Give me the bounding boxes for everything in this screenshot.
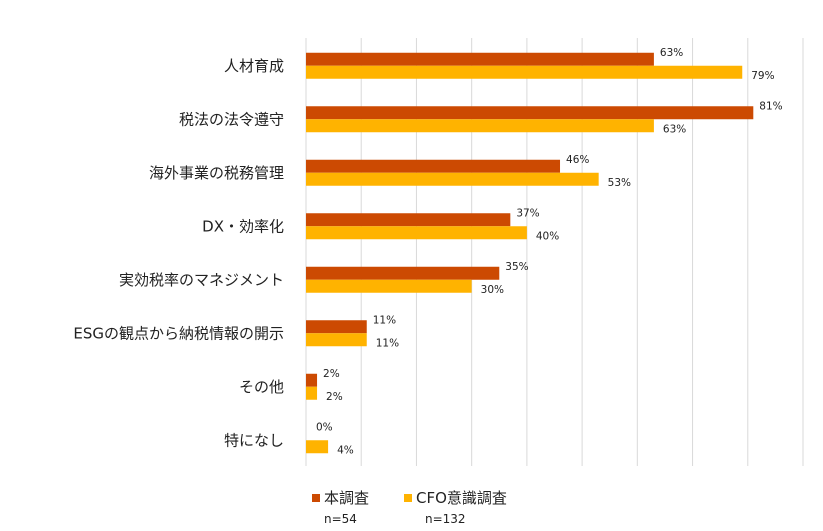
legend-label: 本調査 [324,489,370,507]
data-label: 30% [481,284,504,296]
category-label: その他 [239,378,284,396]
data-label: 2% [323,368,340,380]
bar [306,65,743,79]
bar [306,226,527,240]
category-label: 税法の法令遵守 [179,110,284,128]
bar [306,172,599,186]
data-label: 63% [660,47,683,59]
bar [306,386,318,400]
data-label: 53% [608,177,631,189]
data-label: 46% [566,154,589,166]
data-label: 2% [326,391,343,403]
data-label: 81% [759,100,782,112]
data-label: 4% [337,444,354,456]
category-label: 実効税率のマネジメント [119,271,284,289]
data-label: 11% [376,337,399,349]
data-label: 0% [316,421,333,433]
bar [306,119,654,133]
bar [306,373,318,387]
bar [306,333,367,347]
bar [306,266,500,280]
legend-label: CFO意識調査 [416,489,507,507]
legend-item-0: 本調査 [312,487,369,508]
legend-swatch [312,493,320,502]
category-label: ESGの観点から納税情報の開示 [73,324,284,342]
bar [306,320,367,334]
bar [306,106,754,120]
category-label: 海外事業の税務管理 [149,164,284,182]
data-label: 35% [505,261,528,273]
data-label: 63% [663,123,686,135]
category-label: DX・効率化 [202,217,284,235]
data-label: 79% [751,70,774,82]
data-label: 11% [373,314,396,326]
legend-n-0: n=54 [324,512,357,526]
legend-item-1: CFO意識調査 [404,487,507,508]
bar [306,213,511,227]
legend-n-1: n=132 [425,512,466,526]
data-label: 40% [536,230,559,242]
legend-swatch [404,493,412,502]
bar [306,159,561,173]
data-label: 37% [516,207,539,219]
bar [306,440,329,454]
category-label: 人材育成 [224,57,284,75]
category-label: 特になし [224,431,284,449]
bar [306,279,472,293]
bar [306,52,654,66]
